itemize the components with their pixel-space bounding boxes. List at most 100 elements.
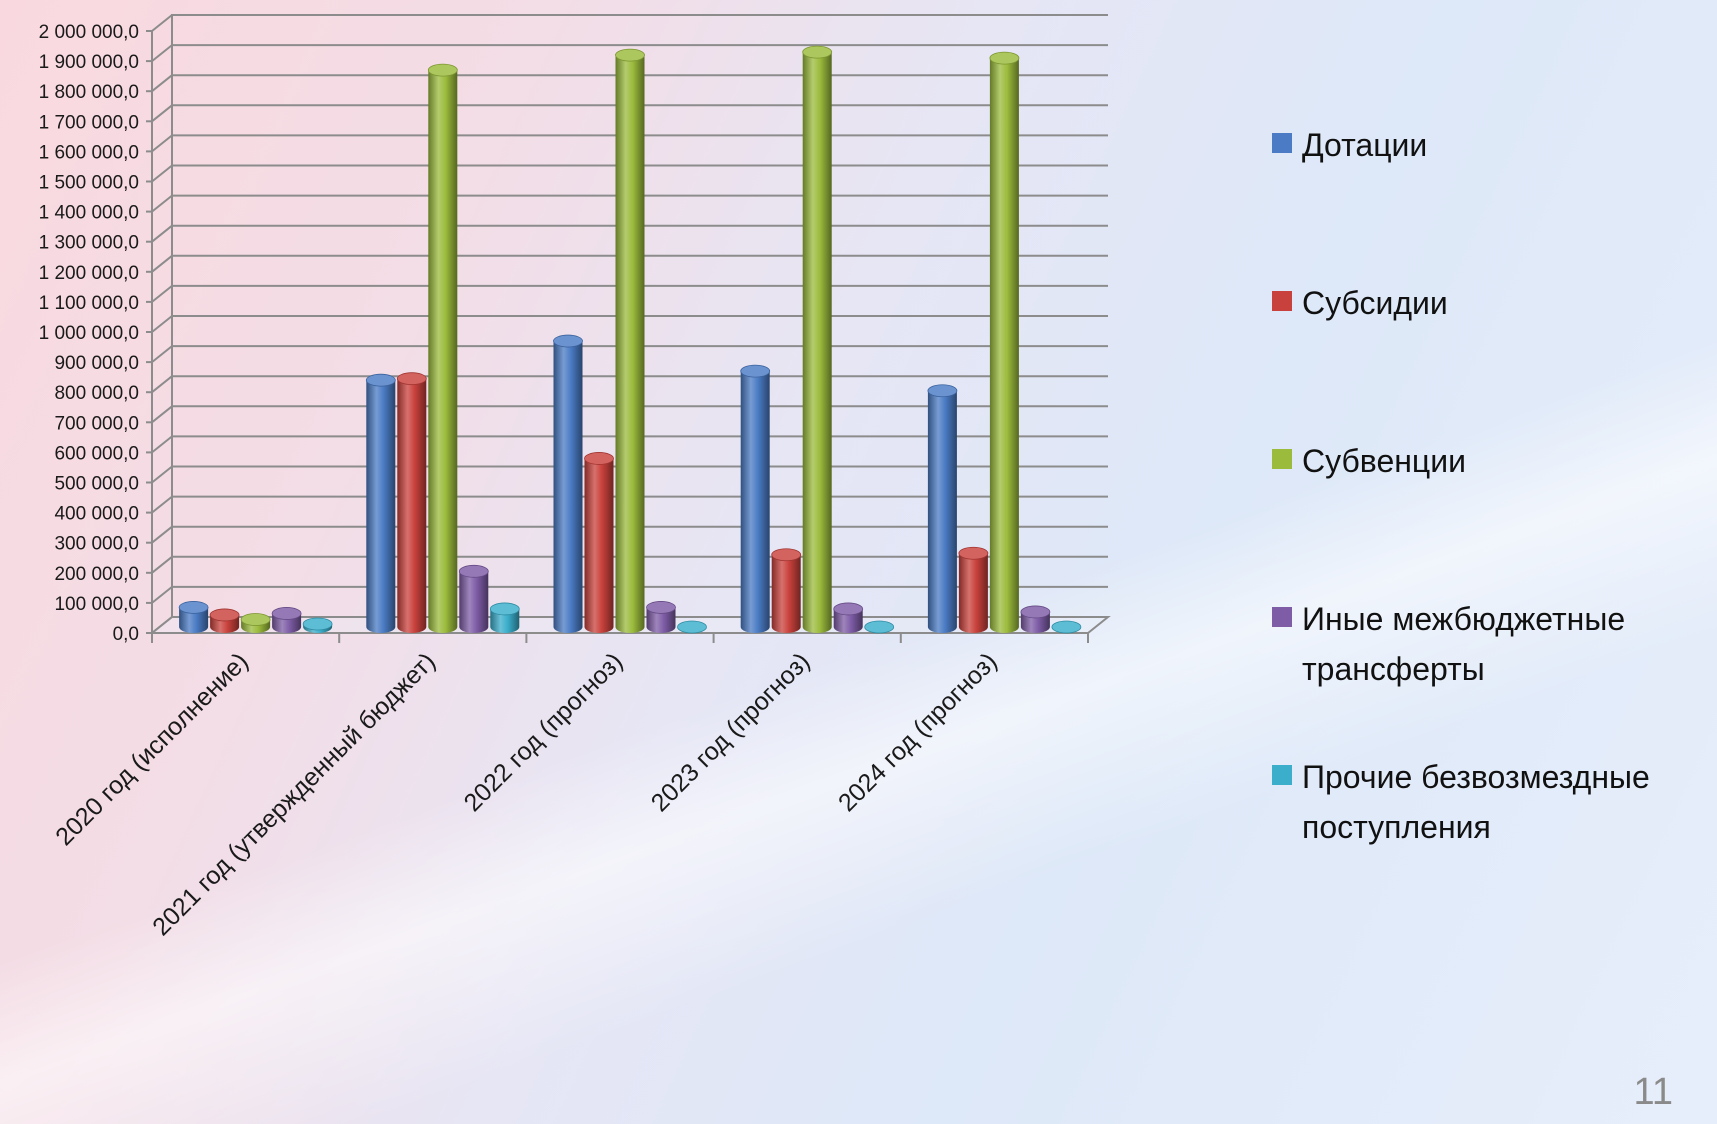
bar: [958, 546, 989, 633]
bar: [178, 601, 209, 633]
bar-body: [615, 55, 645, 634]
bar-body: [179, 607, 209, 633]
bar-top: [771, 548, 802, 562]
bar-body: [958, 553, 988, 633]
gridline-diagonal: [151, 194, 173, 213]
y-tick-label: 2 000 000,0: [39, 22, 139, 43]
bar: [1051, 620, 1082, 634]
gridline-diagonal: [151, 586, 173, 604]
gridline-diagonal: [151, 164, 173, 183]
gridline-diagonal: [151, 134, 173, 153]
bar-top: [646, 601, 676, 614]
bar-body: [459, 571, 489, 633]
bar-body: [740, 371, 770, 633]
bar-top: [833, 602, 864, 616]
bar: [646, 601, 676, 633]
bars: [178, 45, 1082, 634]
y-tick-label: 800 000,0: [54, 383, 139, 404]
legend-item: Субвенции: [1272, 436, 1712, 486]
legend-label: Дотации: [1302, 127, 1428, 163]
page-number: 11: [1633, 1071, 1673, 1113]
bar: [802, 45, 833, 633]
bar-top: [958, 546, 989, 560]
bar-body: [397, 378, 427, 633]
y-tick-label: 1 400 000,0: [39, 203, 139, 224]
bar-body: [646, 607, 676, 633]
bar-top: [677, 620, 707, 634]
bar-top: [864, 620, 895, 634]
bar: [927, 384, 958, 633]
legend-item: Дотации: [1272, 120, 1712, 170]
bar-top: [209, 608, 240, 622]
axis-labels: 0,0 100 000,0 200 000,0 300 000,0 400 000,0 5…: [39, 22, 1003, 941]
y-tick-label: 1 300 000,0: [39, 233, 139, 254]
bar-top: [740, 364, 771, 378]
gridline-diagonal: [151, 465, 173, 484]
bar-top: [553, 334, 583, 348]
bar-top: [302, 617, 333, 631]
bar: [489, 602, 520, 633]
gridline-diagonal: [151, 315, 173, 333]
y-tick-label: 1 000 000,0: [39, 323, 139, 344]
legend-swatch: [1272, 449, 1292, 469]
y-tick-label: 900 000,0: [54, 353, 139, 374]
legend-label: Прочие безвозмездные поступления: [1302, 759, 1650, 845]
bar: [365, 373, 396, 633]
gridline-diagonal: [151, 255, 173, 273]
x-category-label: 2022 год (прогноз): [459, 647, 629, 817]
gridline-diagonal: [151, 44, 173, 62]
bar-body: [584, 458, 614, 633]
bar-body: [428, 70, 458, 633]
bar-top: [1051, 620, 1082, 634]
bar: [240, 613, 271, 633]
x-category-label: 2024 год (прогноз): [833, 647, 1003, 817]
bar: [553, 334, 583, 633]
gridline-diagonal: [151, 14, 173, 32]
bar-body: [771, 554, 801, 633]
legend-label: Субвенции: [1302, 443, 1466, 479]
bar-top: [584, 452, 614, 465]
bar-top: [927, 384, 958, 398]
legend-swatch: [1272, 291, 1292, 311]
bar: [584, 452, 614, 633]
bar: [989, 51, 1020, 634]
bar-top: [365, 373, 396, 387]
bar: [615, 48, 645, 634]
legend-label: Иные межбюджетные трансферты: [1302, 601, 1626, 687]
y-tick-label: 700 000,0: [54, 413, 139, 434]
bar: [302, 617, 333, 633]
legend-swatch: [1272, 133, 1292, 153]
gridline-diagonal: [151, 375, 173, 393]
y-tick-label: 1 100 000,0: [39, 293, 139, 314]
bar-top: [802, 45, 833, 59]
y-tick-label: 500 000,0: [54, 474, 139, 495]
bar: [740, 364, 771, 633]
bar-top: [427, 63, 458, 77]
bar-body: [833, 608, 863, 633]
legend-swatch: [1272, 765, 1292, 785]
gridline-diagonal: [151, 285, 173, 303]
bar-top: [489, 602, 520, 616]
bar-body: [802, 52, 832, 633]
bar-top: [396, 372, 427, 386]
y-tick-label: 0,0: [113, 624, 139, 645]
bar: [209, 608, 240, 633]
bar-body: [490, 608, 520, 633]
y-tick-label: 1 900 000,0: [39, 52, 139, 73]
bar-body: [366, 380, 396, 633]
bar: [833, 602, 864, 633]
gridline-diagonal: [151, 525, 173, 544]
bar-top: [615, 48, 645, 62]
bar: [1020, 605, 1051, 633]
x-category-label: 2020 год (исполнение): [50, 647, 254, 851]
y-tick-label: 400 000,0: [54, 504, 139, 525]
y-tick-label: 1 600 000,0: [39, 142, 139, 163]
bar-body: [553, 341, 583, 633]
legend-swatch: [1272, 607, 1292, 627]
bar-body: [989, 58, 1019, 634]
bar-top: [240, 613, 271, 626]
y-tick-label: 1 500 000,0: [39, 173, 139, 194]
bar: [396, 372, 427, 633]
bar: [427, 63, 458, 633]
gridline-diagonal: [151, 345, 173, 363]
